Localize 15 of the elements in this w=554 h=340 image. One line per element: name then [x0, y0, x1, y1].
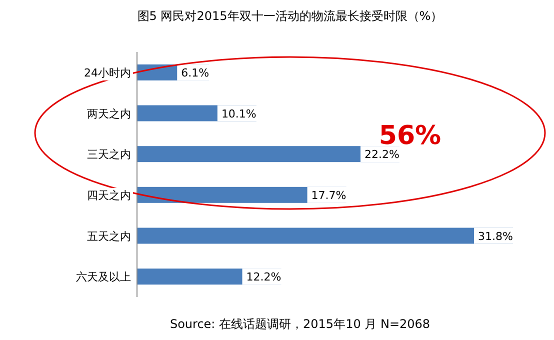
data-label: 6.1% — [181, 66, 210, 80]
y-tick-label: 四天之内 — [87, 188, 131, 202]
y-tick-label: 两天之内 — [87, 107, 131, 120]
data-label: 22.2% — [364, 148, 400, 162]
data-label: 12.2% — [246, 270, 282, 284]
y-tick-label: 三天之内 — [87, 148, 131, 162]
annotation: 56% — [378, 121, 442, 151]
y-tick-label: 五天之内 — [87, 230, 131, 243]
chart-title: 图5 网民对2015年双十一活动的物流最长接受时限（%） — [137, 9, 443, 23]
data-label: 31.8% — [478, 230, 513, 243]
source-note: Source: 在线话题调研，2015年10 月 N=2068 — [170, 317, 430, 331]
data-label: 17.7% — [311, 188, 346, 202]
y-tick-label: 24小时内 — [84, 66, 131, 80]
y-tick-label: 六天及以上 — [76, 270, 131, 284]
data-label: 10.1% — [221, 107, 256, 120]
